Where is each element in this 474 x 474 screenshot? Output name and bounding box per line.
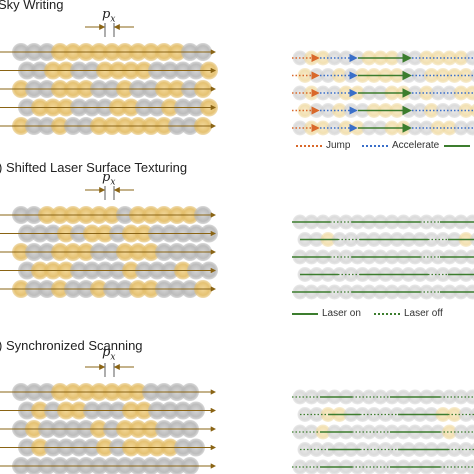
laser-spot-untextured [103,457,121,474]
laser-spot-untextured-light [350,424,365,440]
laser-spot-untextured-light [447,442,462,457]
legend-jump: Jump [296,140,350,151]
laser-spot-untextured [129,457,147,474]
laser-spot-untextured [90,457,108,474]
laser-spot-untextured-light [304,459,319,474]
panel-b [0,186,474,300]
laser-spot-untextured-light [304,424,319,440]
laser-spot-untextured-light [442,389,457,405]
laser-spot-untextured-light [350,459,365,474]
laser-spot-untextured [12,457,30,474]
laser-spot-untextured-light [338,249,354,265]
laser-spot-untextured-light [304,389,319,405]
laser-spot-textured-light [297,103,313,118]
laser-spot-untextured [155,457,173,474]
laser-spot-untextured-light [389,407,405,422]
laser-spot-untextured-light [465,459,474,474]
laser-spot-untextured-light [435,103,451,118]
legend-accelerate-label: Accelerate [392,140,440,151]
laser-spot-untextured-light [470,407,474,422]
laser-spot-untextured [142,457,160,474]
laser-spot-textured-light [332,68,347,83]
laser-spot-untextured-light [309,407,324,422]
laser-spot-untextured-light [442,459,457,474]
laser-spot-untextured-light [361,389,377,405]
laser-spot-untextured-light [309,442,324,457]
legend-jump-swatch [296,144,322,147]
laser-spot-untextured-light [465,424,474,440]
laser-spot-untextured-light [338,214,354,230]
laser-spot-textured-light [442,120,457,136]
laser-spot-textured-light [424,68,439,83]
laser-spot-untextured-light [338,284,354,300]
laser-spot-textured-light [442,424,457,440]
laser-spot-textured-light [447,407,462,422]
legend-laser-off: Laser off [374,308,443,319]
panel-a [0,23,474,136]
laser-spot-untextured-light [470,442,474,457]
laser-spot-untextured-light [389,442,405,457]
laser-spot-untextured-light [361,424,377,440]
legend-laser-on-label: Laser on [322,308,361,319]
laser-spot-untextured [38,457,56,474]
laser-spot-untextured [25,457,43,474]
laser-spot-untextured-light [465,389,474,405]
laser-spot-textured-light [332,103,347,118]
laser-spot-untextured-light [465,120,474,136]
laser-spot-untextured [77,457,95,474]
laser-spot-textured-light [297,68,313,83]
laser-spot-untextured-light [355,442,370,457]
laser-spot-untextured-light [442,85,457,101]
legend-laser-on: Laser on [292,308,361,319]
laser-spot-untextured-light [343,232,359,247]
legend-laser-off-swatch [374,312,400,315]
legend-mark-swatch [444,144,470,147]
laser-spot-untextured-light [343,267,359,282]
laser-spot-untextured [116,457,134,474]
laser-spot-textured-light [435,68,451,83]
laser-spot-untextured [51,457,69,474]
pitch-label-c: px [102,345,116,363]
laser-spot-untextured-light [419,249,434,265]
laser-spot-textured-light [424,103,439,118]
laser-spot-untextured [181,457,199,474]
legend-laser-off-label: Laser off [404,308,443,319]
laser-spot-untextured [168,457,186,474]
legend-jump-label: Jump [326,140,351,151]
pitch-label-b: px [102,170,116,188]
laser-spot-untextured-light [361,459,377,474]
laser-spot-textured-light [465,85,474,101]
laser-spot-untextured [64,457,82,474]
laser-spot-untextured-light [355,407,370,422]
panel-title-shifted-texturing: ) Shifted Laser Surface Texturing [0,160,188,175]
laser-spot-untextured-light [465,50,474,66]
pitch-label-a: px [102,7,116,25]
laser-spot-untextured-light [350,389,365,405]
panel-title-sky-writing: Sky Writing [0,0,64,12]
legend-accelerate-swatch [362,144,388,147]
legend-laser-on-swatch [292,312,318,315]
legend-mark: M [444,140,474,151]
panel-title-synchronized-scanning: ) Synchronized Scanning [0,338,143,353]
laser-spot-untextured-light [419,214,434,230]
laser-spot-untextured-light [419,284,434,300]
laser-spot-textured-light [442,50,457,66]
legend-accelerate: Accelerate [362,140,439,151]
panel-c [0,363,474,474]
